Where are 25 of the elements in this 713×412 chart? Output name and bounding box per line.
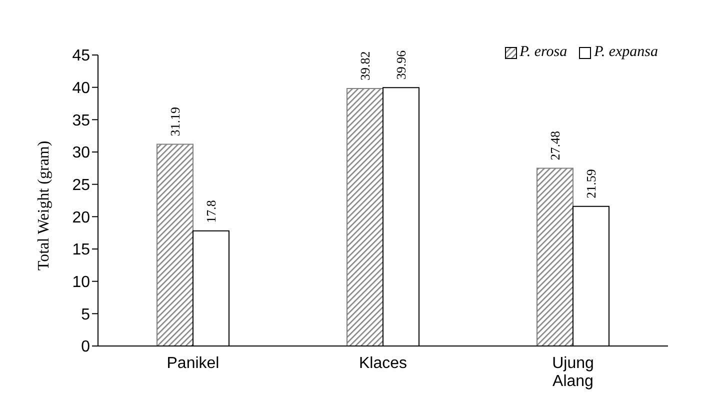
y-tick-label: 35 (72, 112, 90, 130)
y-tick-label: 0 (81, 338, 90, 356)
y-tick-label: 45 (72, 48, 90, 65)
data-label: 27.48 (548, 131, 562, 160)
legend-label: P. expansa (594, 44, 658, 61)
data-label: 39.96 (394, 50, 408, 80)
x-tick-label: Panikel (166, 355, 220, 372)
data-label: 21.59 (584, 169, 598, 198)
data-label: 31.19 (168, 107, 182, 136)
y-tick-label: 15 (72, 242, 90, 259)
legend-label: P. erosa (520, 44, 568, 61)
data-label: 17.8 (204, 200, 218, 223)
y-tick-label: 30 (72, 144, 90, 162)
y-tick-label: 25 (72, 177, 90, 194)
y-tick-label: 20 (72, 209, 90, 226)
y-tick-label: 5 (81, 306, 90, 324)
y-tick-label: 40 (72, 80, 90, 98)
data-label: 39.82 (358, 51, 372, 80)
bar (536, 168, 574, 346)
bar (156, 144, 194, 346)
bar (346, 88, 384, 346)
x-tick-label: Klaces (358, 355, 408, 372)
y-tick-label: 10 (72, 274, 90, 292)
y-axis-title: Total Weight (gram) (36, 140, 53, 270)
x-tick-label: Ujung Alang (552, 355, 594, 390)
